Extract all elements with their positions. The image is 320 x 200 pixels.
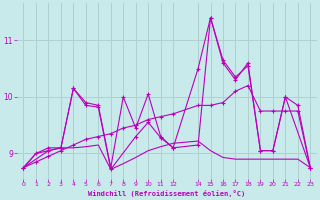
X-axis label: Windchill (Refroidissement éolien,°C): Windchill (Refroidissement éolien,°C) [88,190,245,197]
